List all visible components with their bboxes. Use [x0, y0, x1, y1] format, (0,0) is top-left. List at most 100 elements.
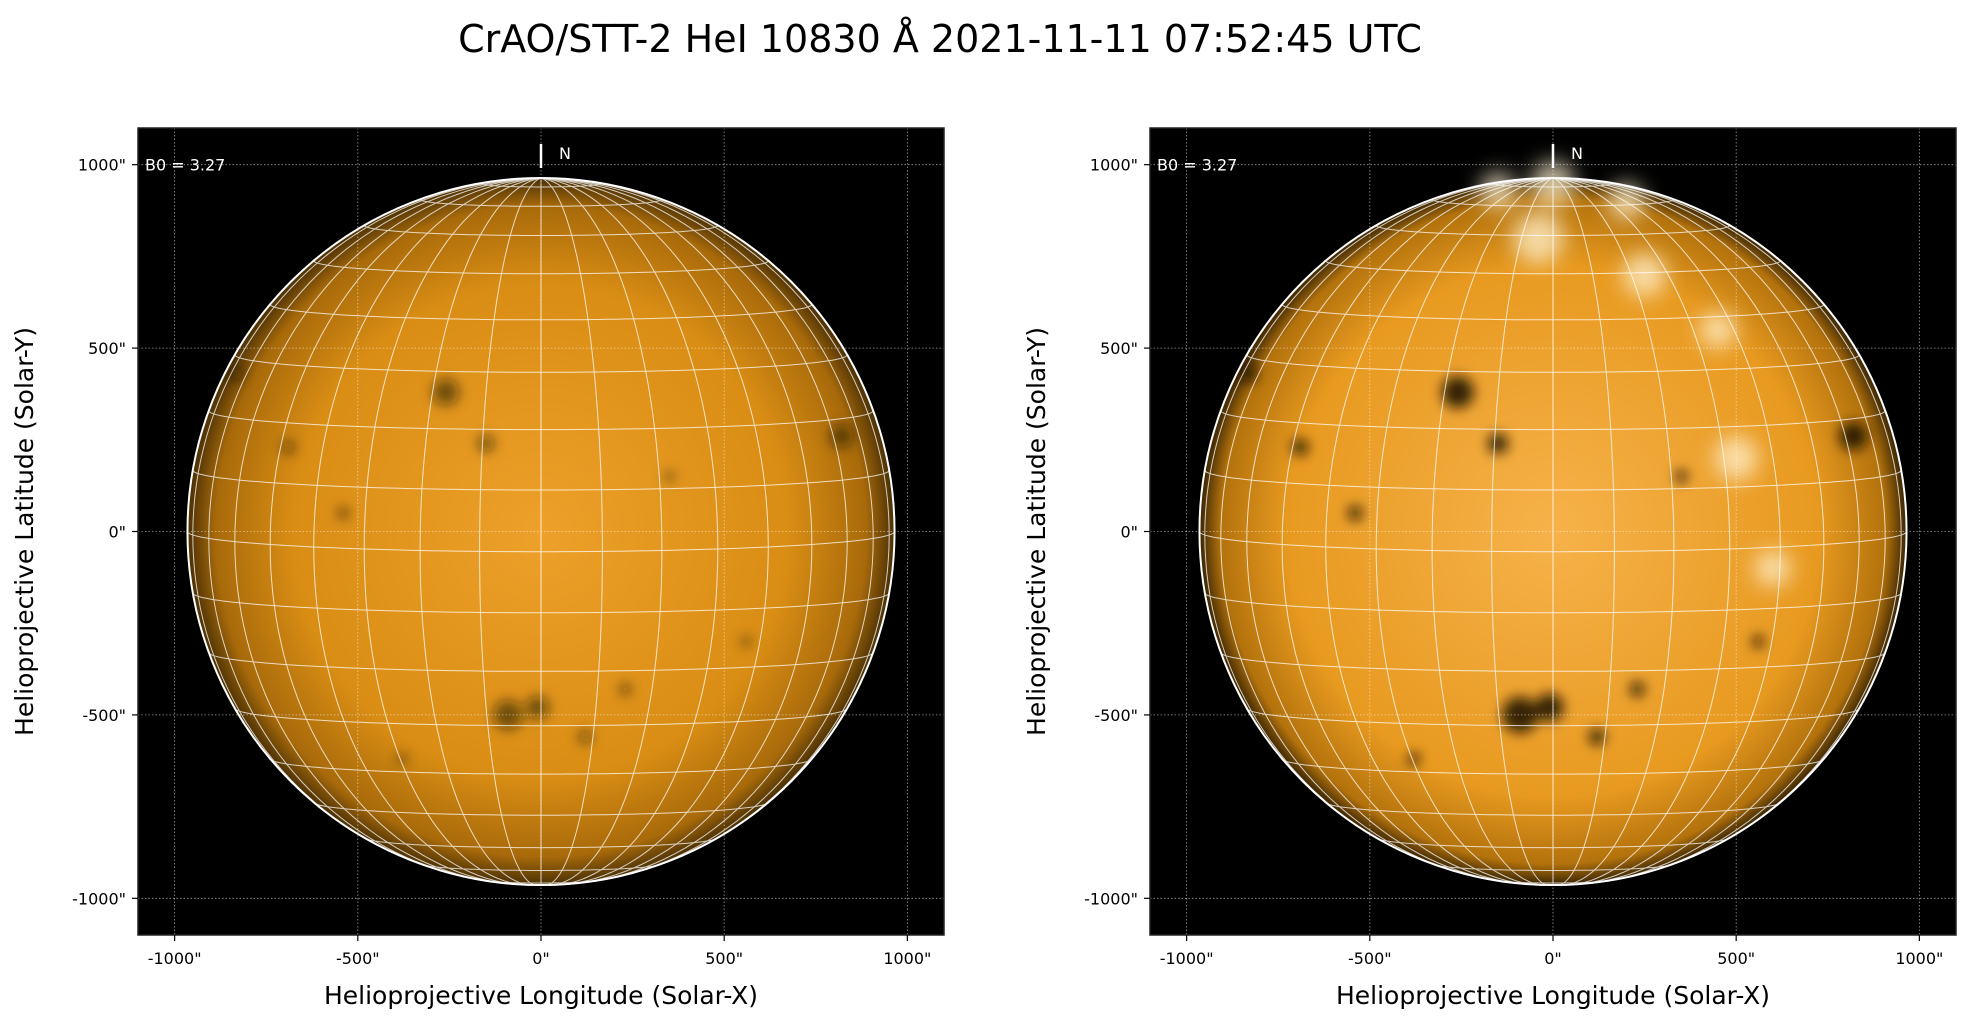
dark-filament: [1501, 696, 1539, 734]
meridian-line: [1375, 177, 1554, 886]
meridian-line: [1281, 177, 1554, 885]
dark-filament: [1347, 505, 1363, 521]
y-tick-label: 0": [1120, 523, 1138, 542]
meridian-line: [313, 177, 542, 886]
x-tick-label: 0": [532, 949, 550, 968]
parallel-line: [234, 708, 848, 727]
parallel-line: [269, 303, 813, 321]
y-axis-label: Helioprojective Latitude (Solar-Y): [10, 327, 39, 736]
dark-filament: [281, 440, 295, 454]
meridian-line: [1220, 177, 1554, 882]
dark-filament: [337, 507, 350, 520]
meridian-line: [1552, 177, 1675, 886]
b0-annotation: B0 = 3.27: [1157, 156, 1237, 175]
meridian-line: [540, 177, 874, 882]
y-tick-label: -1000": [1084, 889, 1138, 908]
parallel-line: [479, 183, 603, 188]
y-tick-label: -500": [82, 706, 126, 725]
dark-filament: [1292, 439, 1309, 456]
x-tick-label: -1000": [1160, 949, 1214, 968]
y-tick-label: -1000": [72, 889, 126, 908]
meridian-line: [540, 177, 719, 886]
meridian-line: [540, 177, 813, 885]
north-label: N: [559, 144, 571, 163]
dark-filament: [664, 471, 675, 482]
parallel-line: [1491, 183, 1615, 188]
meridian-line: [479, 177, 542, 886]
x-axis-label: Helioprojective Longitude (Solar-X): [1336, 981, 1770, 1010]
parallel-line: [363, 224, 719, 236]
solar-panel-right: -1000" -500" 0" 500" 1000" -1000" -500" 0" 500" 1…: [1022, 127, 1957, 1010]
bright-region: [1607, 183, 1645, 220]
bright-region: [1699, 311, 1737, 349]
meridian-line: [419, 177, 542, 886]
parallel-line: [1376, 838, 1730, 849]
meridian-line: [540, 177, 848, 884]
y-tick-label: -500": [1094, 706, 1138, 725]
meridian-line: [540, 177, 603, 886]
dark-filament: [1441, 375, 1474, 409]
parallel-line: [1246, 708, 1860, 727]
parallel-line: [234, 354, 848, 373]
disk-features: [230, 367, 853, 764]
y-tick-label: 500": [88, 339, 126, 358]
dark-filament: [1839, 422, 1868, 451]
meridian-line: [540, 177, 663, 886]
dark-filament: [829, 424, 853, 448]
dark-filament: [741, 636, 752, 647]
north-label: N: [1571, 144, 1583, 163]
y-tick-label: 1000": [78, 156, 126, 175]
meridian-line: [208, 177, 542, 882]
x-tick-label: 1000": [1895, 949, 1943, 968]
b0-annotation: B0 = 3.27: [145, 156, 225, 175]
parallel-line: [1325, 260, 1781, 275]
parallel-line: [1246, 354, 1860, 373]
dark-filament: [1630, 681, 1645, 697]
parallel-line: [1204, 593, 1902, 614]
parallel-line: [192, 593, 890, 614]
x-tick-label: -500": [1348, 949, 1392, 968]
meridian-line: [1552, 177, 1886, 882]
bright-region: [1622, 252, 1667, 297]
y-axis-label: Helioprojective Latitude (Solar-Y): [1022, 327, 1051, 736]
x-tick-label: -1000": [148, 949, 202, 968]
dark-filament: [619, 683, 632, 696]
figure-title: CrAO/STT-2 HeI 10830 Å 2021-11-11 07:52:…: [458, 17, 1422, 61]
meridian-line: [1491, 177, 1554, 886]
meridian-line: [363, 177, 542, 886]
meridian-line: [1552, 177, 1781, 886]
meridian-line: [234, 177, 542, 884]
dark-filament: [477, 435, 495, 452]
parallel-line: [270, 759, 812, 775]
meridian-line: [1552, 177, 1731, 886]
parallel-line: [313, 260, 769, 275]
meridian-line: [540, 177, 769, 886]
meridian-line: [1552, 177, 1825, 885]
parallel-line: [1281, 303, 1825, 321]
meridian-line: [269, 177, 542, 885]
x-tick-label: 500": [705, 949, 743, 968]
dark-filament: [1487, 433, 1509, 454]
dark-filament: [493, 700, 523, 730]
meridian-line: [1325, 177, 1554, 886]
x-tick-label: 1000": [883, 949, 931, 968]
x-tick-label: 0": [1544, 949, 1562, 968]
meridian-line: [1552, 177, 1860, 884]
dark-filament: [1535, 693, 1564, 722]
meridian-line: [1552, 177, 1615, 886]
meridian-line: [1431, 177, 1554, 886]
dark-filament: [230, 367, 244, 381]
dark-filament: [525, 696, 549, 720]
parallel-line: [1375, 224, 1731, 236]
parallel-line: [1282, 759, 1824, 775]
solar-panel-left: -1000" -500" 0" 500" 1000" -1000" -500" 0" 500" 1…: [10, 127, 945, 1010]
bright-region: [1754, 549, 1792, 587]
y-tick-label: 0": [108, 523, 126, 542]
dark-filament: [578, 730, 592, 744]
y-tick-label: 1000": [1090, 156, 1138, 175]
x-axis-label: Helioprojective Longitude (Solar-X): [324, 981, 758, 1010]
y-tick-label: 500": [1100, 339, 1138, 358]
dark-filament: [1752, 635, 1765, 648]
meridian-line: [1246, 177, 1554, 884]
